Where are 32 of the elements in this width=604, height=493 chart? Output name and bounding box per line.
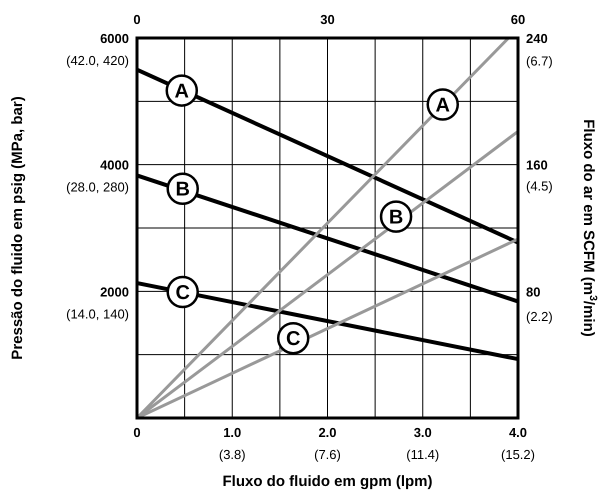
x2-tick-label: 0: [133, 12, 141, 27]
y-tick-label: 6000: [100, 31, 129, 46]
x-tick-label: 1.0: [223, 425, 242, 440]
y3-tick-label: (2.2): [526, 308, 553, 324]
annotation: A: [174, 80, 189, 103]
text: (3.8): [218, 447, 246, 462]
x-tick-label: 4.0: [508, 425, 528, 440]
y2-tick-label: 80: [526, 284, 540, 300]
x-tick-label: 0: [133, 425, 141, 440]
text: (11.4): [406, 447, 440, 462]
x2-tick-label: 60: [510, 12, 526, 27]
text: (15.2): [501, 447, 535, 462]
y-tick-label: 4000: [100, 158, 129, 173]
annotation: C: [286, 328, 300, 350]
text: (42.0, 420): [66, 53, 129, 68]
text: (7.6): [314, 447, 341, 462]
text: (28.0, 280): [66, 180, 129, 195]
x-axis-title: Fluxo do fluido em gpm (lpm): [222, 473, 432, 490]
y2-tick-label: 240: [526, 31, 548, 46]
y-tick-label: 2000: [100, 284, 129, 300]
annotation: C: [175, 282, 190, 304]
y3-tick-label: (4.5): [526, 178, 553, 194]
x2-tick-label: 30: [320, 12, 335, 27]
x-tick-label: 3.0: [414, 425, 432, 440]
x-tick-label: 2.0: [318, 425, 337, 440]
y-axis-title: Pressão do fluido em psig (MPa, bar): [9, 96, 26, 360]
annotation: B: [388, 206, 404, 229]
annotation: A: [436, 94, 450, 116]
annotation: B: [175, 178, 190, 201]
y3-tick-label: (6.7): [526, 54, 553, 69]
text: (14.0, 140): [66, 306, 129, 322]
y2-tick-label: 160: [526, 158, 548, 173]
